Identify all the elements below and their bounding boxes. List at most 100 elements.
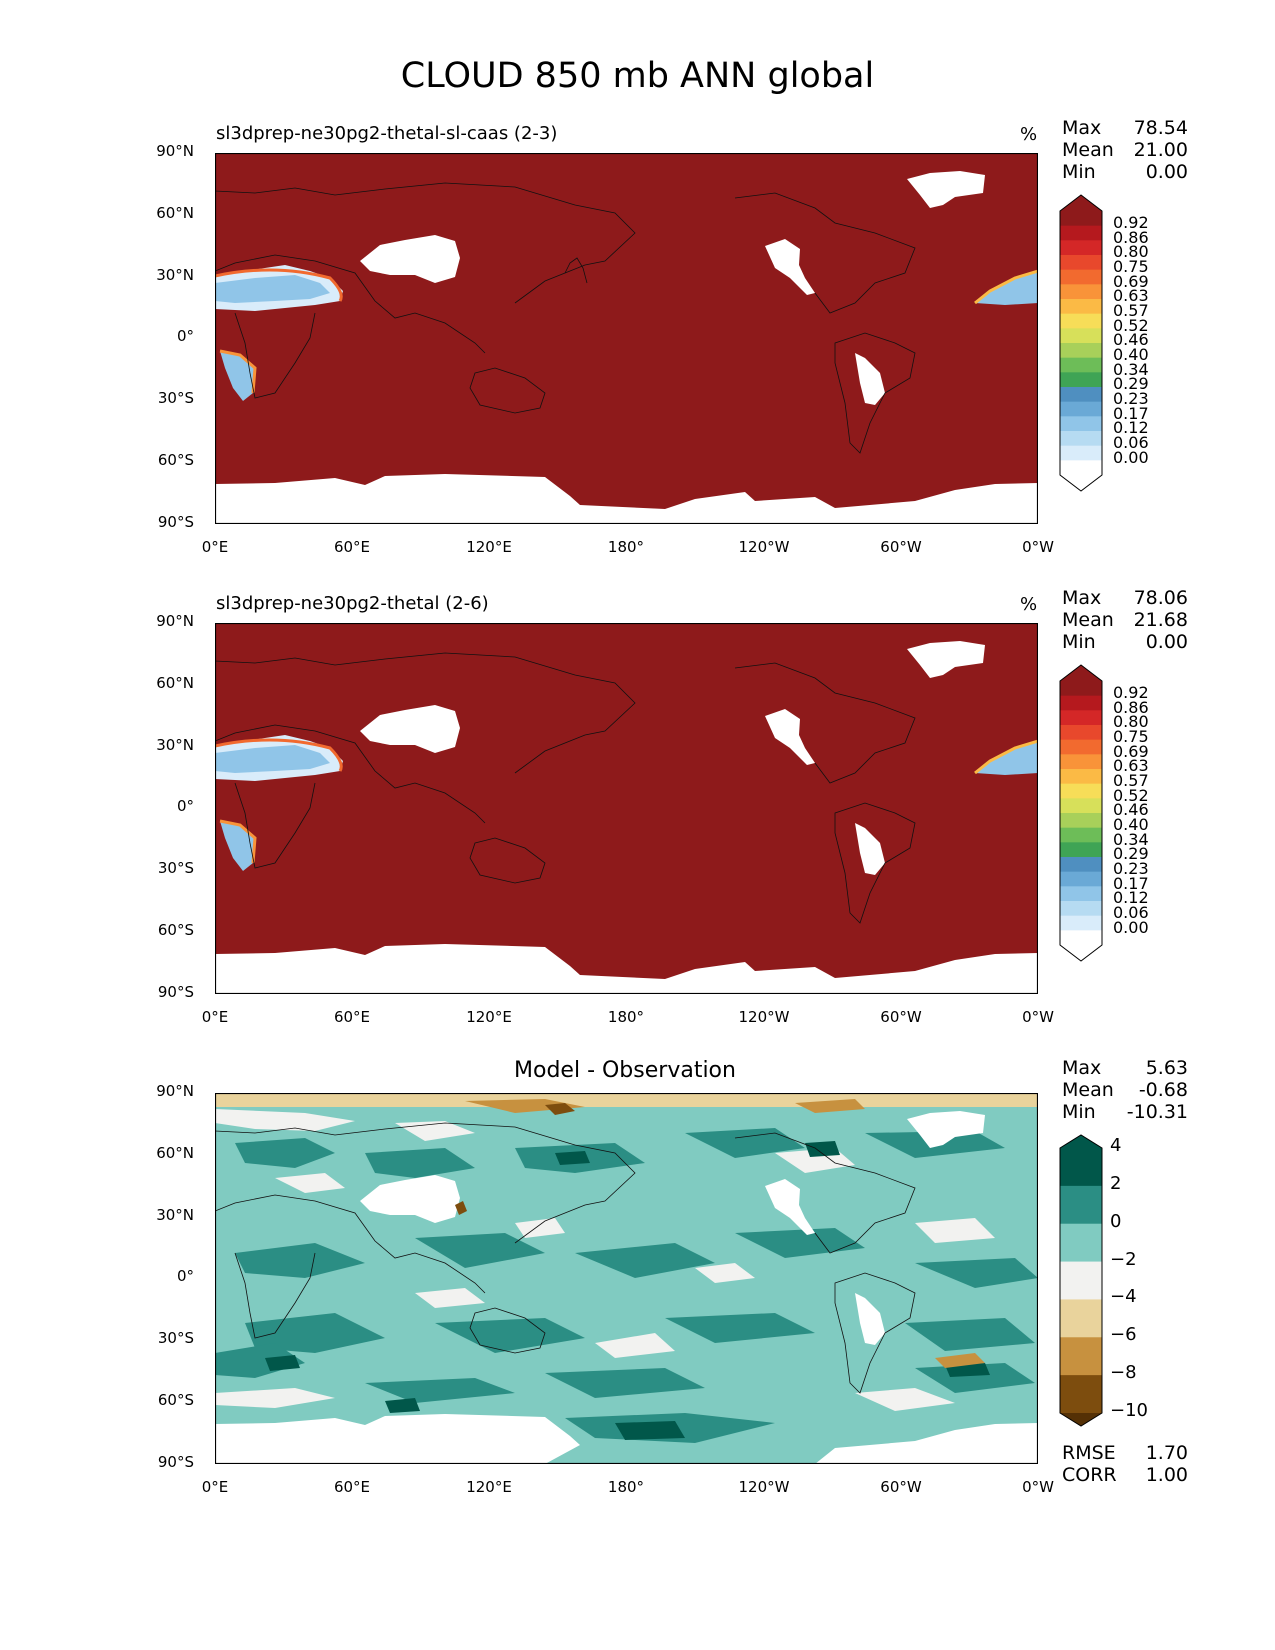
blank-greenland	[907, 641, 985, 678]
colorbar-extend-bottom	[1060, 945, 1102, 961]
stat-mean-value: 21.68	[1133, 609, 1188, 631]
colorbar-tick-label: 0.23	[1113, 859, 1149, 878]
panel-3-stats: Max 5.63 Mean -0.68 Min -10.31	[1062, 1057, 1188, 1123]
colorbar-tick-label: 0.80	[1113, 712, 1149, 732]
lon-tick: 60°W	[880, 1008, 922, 1026]
colorbar-tick-label: 0.63	[1113, 286, 1149, 306]
blank-antarctica	[215, 474, 1038, 524]
map-fill	[215, 153, 1038, 524]
arctic-negative-2	[795, 1099, 865, 1113]
colorbar-tick-label: 0.92	[1113, 213, 1149, 232]
colorbar-swatch	[1060, 313, 1102, 329]
colorbar-tick-label: 0.06	[1113, 433, 1149, 452]
colorbar-swatch	[1060, 445, 1102, 461]
low-cloud-sahara-core	[215, 745, 330, 773]
colorbar-tick-label: 0.00	[1113, 917, 1149, 937]
strong-negative-spot	[455, 1201, 467, 1215]
stat-min-value: 0.00	[1145, 161, 1188, 183]
sahara-edge	[215, 268, 343, 302]
colorbar-tick-label: 4	[1110, 1135, 1122, 1156]
lat-tick: 90°S	[157, 983, 194, 1001]
panel-3-colorbar	[1059, 1134, 1103, 1427]
colorbar-tick-label: 0.86	[1113, 697, 1149, 717]
arctic-strong-negative	[545, 1103, 575, 1115]
lat-tick: 90°S	[157, 513, 194, 531]
stat-max-value: 78.06	[1133, 587, 1188, 609]
lon-tick: 180°	[607, 1008, 645, 1026]
lon-tick: 0°E	[201, 1478, 229, 1496]
blank-andes	[855, 353, 885, 405]
colorbar-tick-label: 0.00	[1113, 447, 1149, 467]
colorbar-swatch	[1060, 1185, 1102, 1225]
atlantic-edge	[974, 269, 1038, 305]
colorbar-outline	[1059, 664, 1103, 962]
colorbar-extend-top	[1060, 195, 1102, 211]
map-fill	[215, 623, 1038, 994]
lat-tick: 90°N	[156, 142, 194, 160]
colorbar-tick-label: −10	[1110, 1400, 1148, 1421]
lat-tick: 60°N	[156, 1144, 194, 1162]
colorbar-swatch	[1060, 387, 1102, 403]
lon-tick: 120°W	[738, 538, 790, 556]
colorbar-tick-label: 0.40	[1113, 815, 1149, 834]
colorbar-tick-label: −6	[1110, 1324, 1137, 1346]
colorbar-tick-label: 0.69	[1113, 271, 1149, 291]
low-cloud-south-africa	[220, 821, 255, 871]
colorbar-tick-label: 0.12	[1113, 418, 1149, 438]
colorbar-swatch	[1060, 783, 1102, 799]
low-cloud-south-africa	[220, 351, 255, 401]
near-zero-regions	[215, 1109, 995, 1411]
colorbar-swatch	[1060, 813, 1102, 829]
lon-tick: 0°W	[1022, 1478, 1054, 1496]
colorbar-swatch	[1060, 710, 1102, 726]
colorbar-swatch	[1060, 901, 1102, 917]
colorbar-swatch	[1060, 725, 1102, 741]
colorbar-tick-label: 0.57	[1113, 771, 1149, 790]
lat-tick: 0°	[176, 327, 194, 345]
corr-label: CORR	[1062, 1464, 1117, 1486]
colorbar-swatch	[1060, 255, 1102, 271]
colorbar-outline	[1059, 194, 1103, 492]
stat-min-value: -10.31	[1126, 1101, 1188, 1123]
colorbar-swatch	[1060, 1148, 1102, 1187]
colorbar-tick-label: −2	[1110, 1248, 1137, 1270]
colorbar-swatch	[1060, 857, 1102, 873]
lat-tick: 60°S	[157, 1391, 194, 1409]
colorbar-swatch	[1060, 739, 1102, 755]
colorbar-tick-label: 2	[1110, 1172, 1122, 1194]
lat-tick: 90°S	[157, 1453, 194, 1471]
sahara-edge	[215, 738, 343, 772]
lon-tick: 120°E	[466, 1008, 512, 1026]
colorbar-swatch	[1060, 343, 1102, 359]
colorbar-swatch	[1060, 211, 1102, 227]
coastlines	[215, 652, 916, 924]
lon-tick: 60°W	[880, 1478, 922, 1496]
lon-tick: 0°W	[1022, 538, 1054, 556]
stat-max-label: Max	[1062, 587, 1102, 609]
colorbar-swatch	[1060, 357, 1102, 373]
lon-tick: 180°	[607, 1478, 645, 1496]
colorbar-swatch	[1060, 695, 1102, 711]
colorbar-extend-top	[1060, 665, 1102, 681]
colorbar-swatch	[1060, 372, 1102, 388]
colorbar-swatch	[1060, 328, 1102, 344]
colorbar-tick-label: 0.23	[1113, 389, 1149, 408]
lat-tick: 30°S	[157, 389, 194, 407]
corr-value: 1.00	[1145, 1464, 1188, 1486]
lon-tick: 60°E	[333, 538, 371, 556]
blank-greenland	[907, 171, 985, 208]
coastlines	[215, 182, 916, 454]
panel-2-title: sl3dprep-ne30pg2-thetal (2-6)	[216, 593, 489, 614]
panel-3-map	[215, 1093, 1038, 1464]
colorbar-tick-label: 0.69	[1113, 741, 1149, 761]
map-frame	[215, 623, 1038, 994]
colorbar-tick-label: 0.29	[1113, 844, 1149, 864]
negative-spot	[935, 1353, 985, 1368]
stat-mean-label: Mean	[1062, 609, 1114, 631]
colorbar-swatch	[1060, 401, 1102, 417]
stat-min-value: 0.00	[1145, 631, 1188, 653]
map-frame	[215, 153, 1038, 524]
blank-rockies	[765, 709, 815, 765]
colorbar-swatch	[1060, 681, 1102, 697]
colorbar-swatch	[1060, 431, 1102, 447]
